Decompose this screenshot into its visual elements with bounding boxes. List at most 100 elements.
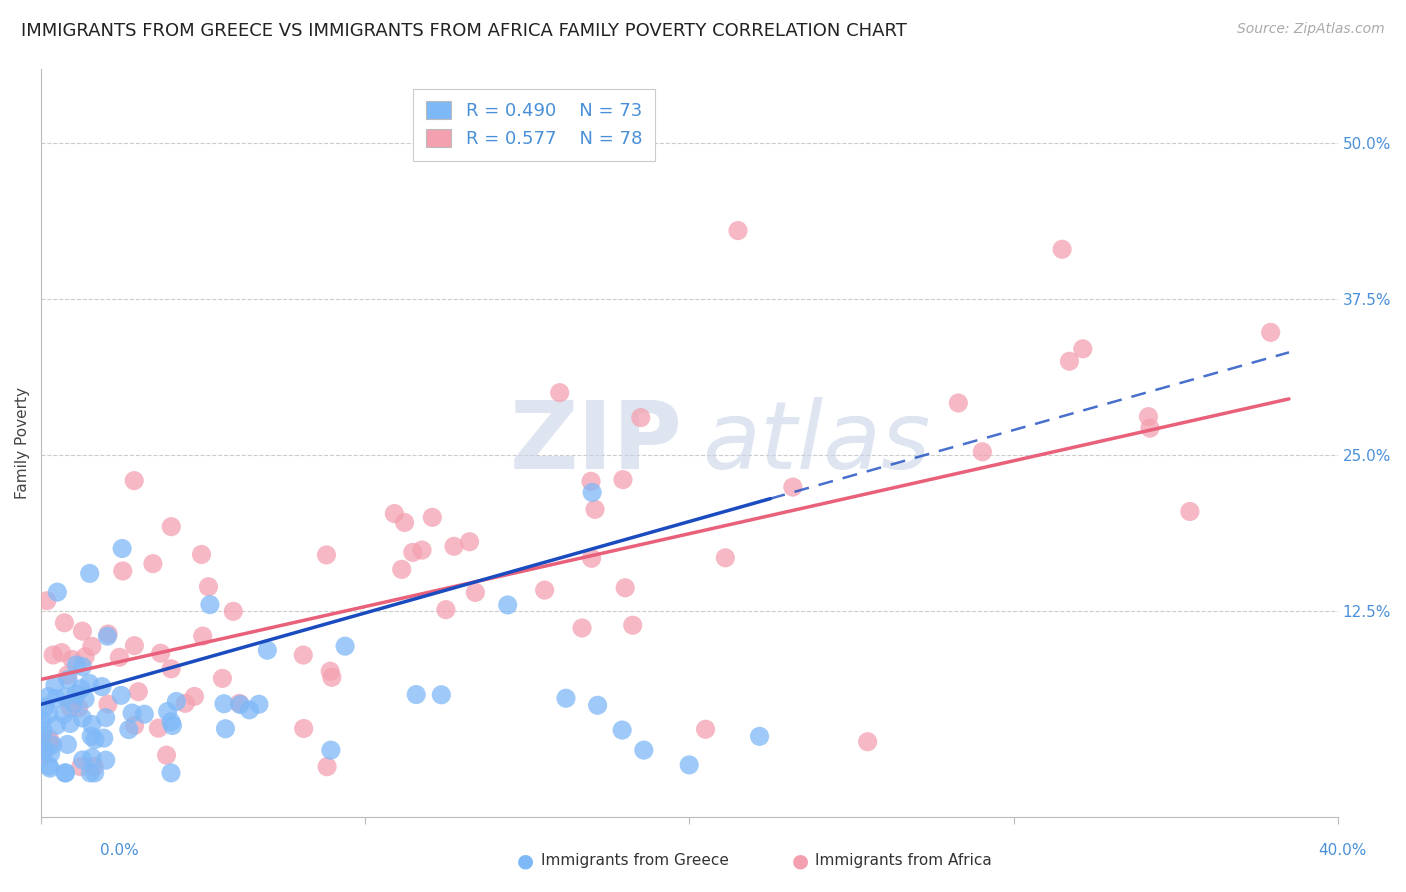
Point [80, 640, 103, 654]
Point [612, 473, 634, 487]
Point [83, 765, 105, 780]
Point [183, 690, 205, 704]
Point [165, 694, 187, 708]
Point [97, 627, 120, 641]
Point [37, 690, 59, 704]
Point [727, 224, 749, 238]
Point [443, 539, 465, 553]
Point [65, 687, 87, 701]
Point [111, 541, 134, 556]
Point [948, 396, 970, 410]
Point [70, 681, 93, 696]
Point [97, 697, 120, 711]
Point [621, 618, 644, 632]
Point [695, 723, 717, 737]
Point [1139, 421, 1161, 435]
Point [72, 624, 94, 639]
Point [162, 718, 184, 732]
Point [174, 696, 197, 710]
Point [420, 510, 443, 524]
Point [678, 758, 700, 772]
Point [80, 717, 103, 731]
Point [30, 728, 52, 742]
Point [316, 759, 339, 773]
Point [856, 735, 879, 749]
Text: ●: ● [517, 851, 534, 871]
Point [571, 621, 593, 635]
Point [75, 649, 97, 664]
Point [579, 475, 602, 489]
Text: Immigrants from Greece: Immigrants from Greece [541, 854, 730, 868]
Point [39, 747, 62, 761]
Point [156, 705, 179, 719]
Point [38, 759, 60, 773]
Point [1050, 242, 1073, 256]
Point [134, 707, 156, 722]
Point [53, 765, 76, 780]
Point [45, 718, 67, 732]
Point [149, 646, 172, 660]
Point [38, 732, 60, 747]
Point [67, 700, 90, 714]
Point [1059, 354, 1081, 368]
Point [160, 662, 183, 676]
Point [382, 507, 405, 521]
Point [321, 670, 343, 684]
Point [292, 648, 315, 662]
Point [53, 615, 76, 630]
Point [34, 699, 56, 714]
Point [160, 714, 183, 729]
Point [79, 566, 101, 581]
Point [292, 722, 315, 736]
Text: 0.0%: 0.0% [100, 843, 139, 858]
Text: ●: ● [792, 851, 808, 871]
Point [56, 738, 79, 752]
Point [59, 700, 82, 714]
Point [91, 680, 114, 694]
Point [80, 750, 103, 764]
Point [1137, 409, 1160, 424]
Point [229, 698, 252, 712]
Point [782, 480, 804, 494]
Point [62, 697, 84, 711]
Point [238, 703, 260, 717]
Point [1178, 504, 1201, 518]
Point [42, 648, 65, 662]
Point [633, 743, 655, 757]
Point [80, 729, 103, 743]
Point [533, 583, 555, 598]
Point [160, 519, 183, 533]
Point [430, 688, 453, 702]
Point [411, 543, 433, 558]
Point [44, 678, 66, 692]
Point [30, 750, 52, 764]
Text: Source: ZipAtlas.com: Source: ZipAtlas.com [1237, 22, 1385, 37]
Point [142, 557, 165, 571]
Point [247, 698, 270, 712]
Point [581, 551, 603, 566]
Point [83, 732, 105, 747]
Point [45, 691, 67, 706]
Point [630, 410, 652, 425]
Point [191, 629, 214, 643]
Point [46, 585, 69, 599]
Point [211, 671, 233, 685]
Point [228, 697, 250, 711]
Point [72, 753, 94, 767]
Point [55, 690, 77, 704]
Point [93, 731, 115, 745]
Point [69, 759, 91, 773]
Point [96, 629, 118, 643]
Point [94, 711, 117, 725]
Point [77, 676, 100, 690]
Point [319, 743, 342, 757]
Point [79, 765, 101, 780]
Point [548, 385, 571, 400]
Point [73, 692, 96, 706]
Point [39, 761, 62, 775]
Point [160, 765, 183, 780]
Point [256, 643, 278, 657]
Point [190, 548, 212, 562]
Point [315, 548, 337, 562]
Point [222, 604, 245, 618]
